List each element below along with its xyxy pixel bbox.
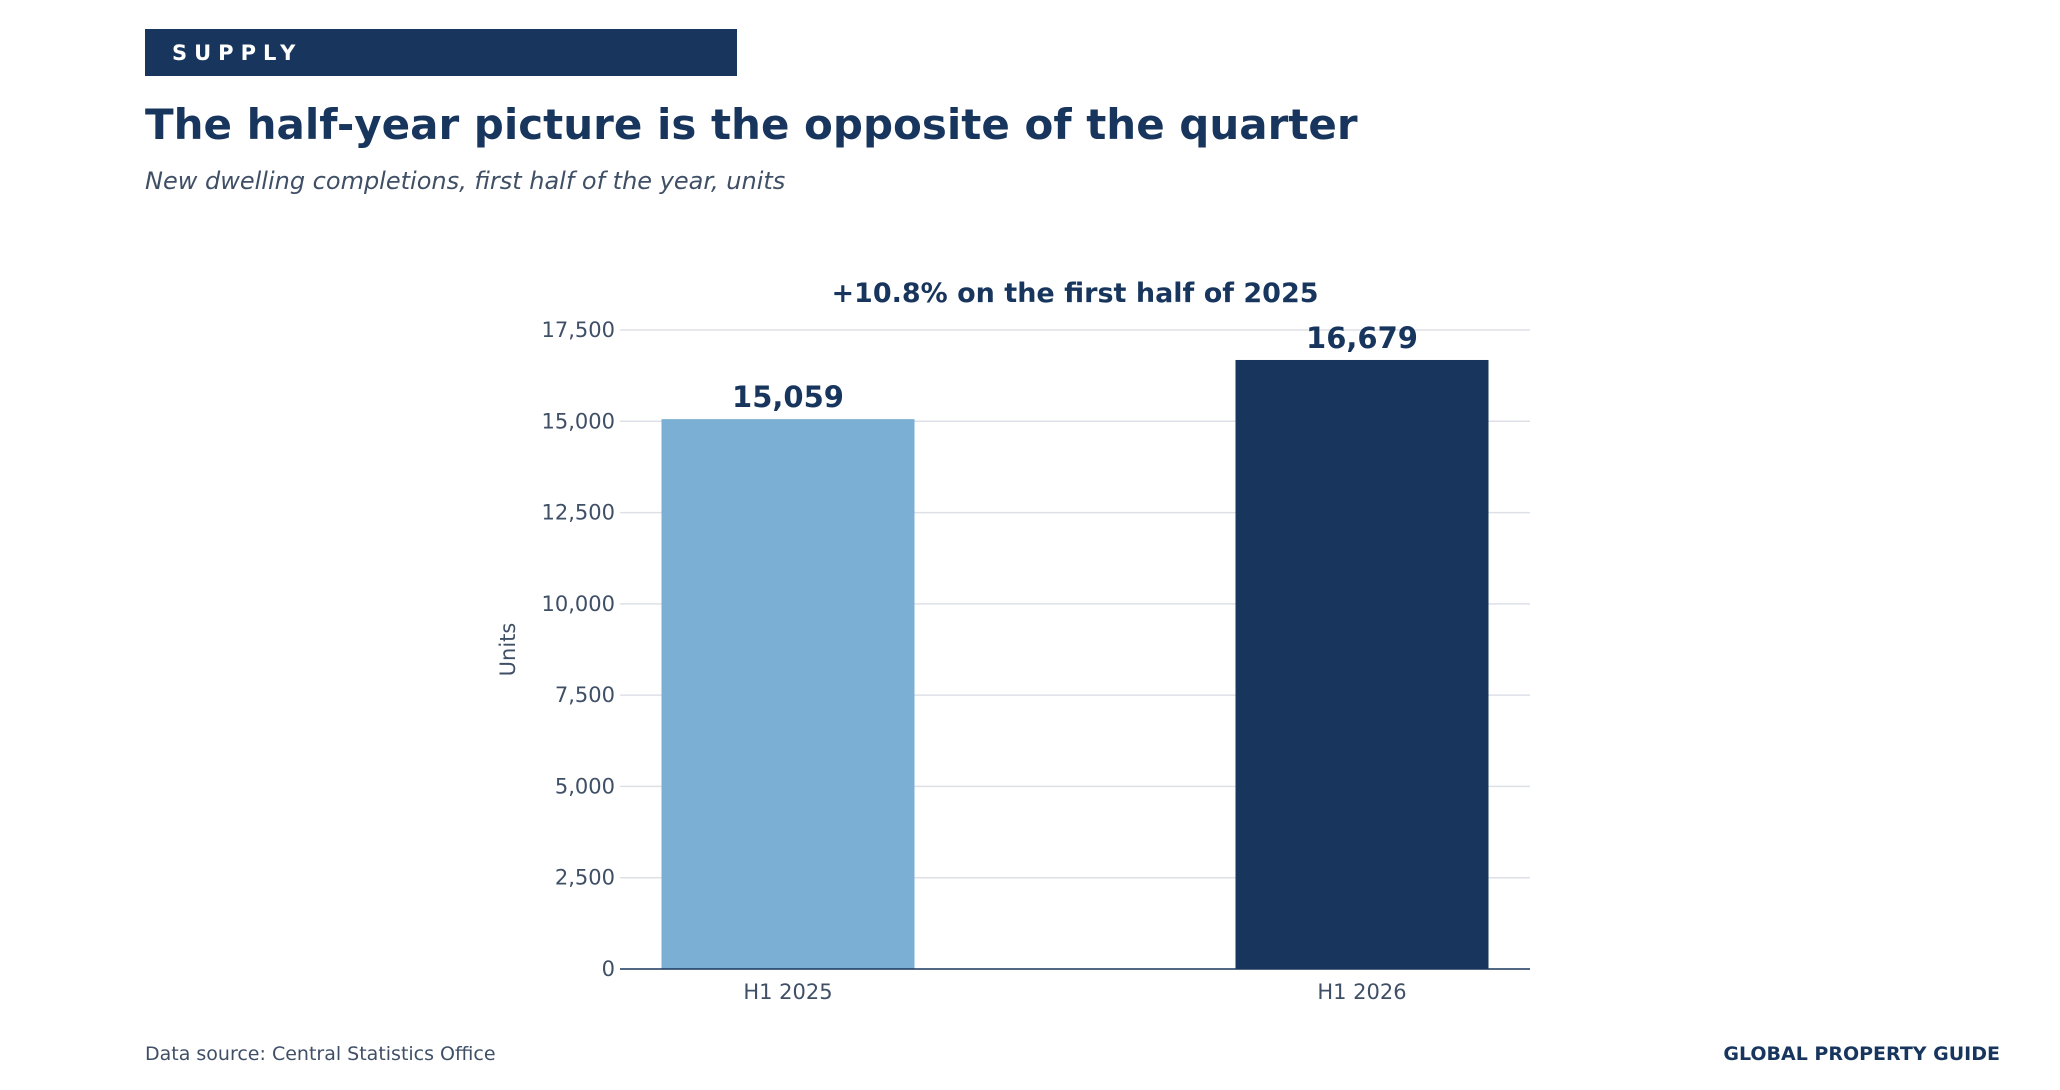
- x-tick-label: H1 2025: [743, 980, 832, 1004]
- y-tick-label: 12,500: [542, 501, 615, 525]
- y-tick-label: 5,000: [555, 774, 615, 798]
- y-tick-label: 2,500: [555, 866, 615, 890]
- bar: [661, 419, 915, 970]
- chart-title: +10.8% on the first half of 2025: [831, 278, 1318, 309]
- y-tick-label: 7,500: [555, 683, 615, 707]
- page-subtitle: New dwelling completions, first half of …: [145, 167, 786, 195]
- bar: [1235, 359, 1489, 969]
- bar-value-label: 15,059: [732, 380, 844, 414]
- y-tick-label: 0: [602, 957, 615, 981]
- brand-name: GLOBAL PROPERTY GUIDE: [1723, 1043, 2000, 1065]
- bar-value-label: 16,679: [1306, 321, 1418, 355]
- y-tick-label: 15,000: [542, 409, 615, 433]
- section-tag: SUPPLY: [145, 29, 737, 76]
- y-tick-label: 17,500: [542, 318, 615, 342]
- page-title: The half-year picture is the opposite of…: [145, 100, 1358, 149]
- y-axis-label: Units: [496, 623, 520, 677]
- data-source: Data source: Central Statistics Office: [145, 1043, 496, 1065]
- x-tick-label: H1 2026: [1317, 980, 1406, 1004]
- section-tag-label: SUPPLY: [172, 40, 303, 65]
- y-tick-label: 10,000: [542, 592, 615, 616]
